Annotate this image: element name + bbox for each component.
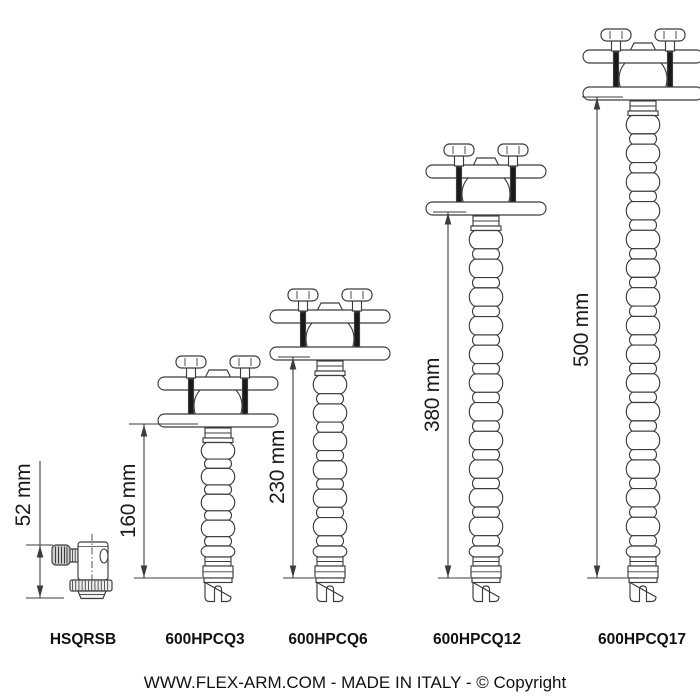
product-code-600hpcq3: 600HPCQ3	[165, 631, 245, 648]
product-figure-600hpcq3	[129, 355, 279, 603]
footer-text: WWW.FLEX-ARM.COM - MADE IN ITALY - © Cop…	[143, 673, 567, 692]
product-figure-600hpcq12	[425, 143, 547, 603]
dimension-label-600hpcq3: 160 mm	[117, 463, 140, 539]
product-figure-600hpcq17	[582, 28, 700, 603]
product-code-hsqrsb: HSQRSB	[49, 631, 117, 648]
product-code-600hpcq6: 600HPCQ6	[288, 631, 368, 648]
dimension-label-hsqrsb: 52 mm	[12, 463, 35, 527]
dimension-label-600hpcq12: 380 mm	[421, 357, 444, 433]
product-figure-600hpcq6	[269, 288, 391, 603]
dimension-label-600hpcq17: 500 mm	[570, 292, 593, 368]
product-code-600hpcq12: 600HPCQ12	[433, 631, 521, 648]
product-figure-hsqrsb	[26, 461, 113, 600]
product-code-600hpcq17: 600HPCQ17	[598, 631, 686, 648]
dimension-label-600hpcq6: 230 mm	[266, 429, 289, 505]
